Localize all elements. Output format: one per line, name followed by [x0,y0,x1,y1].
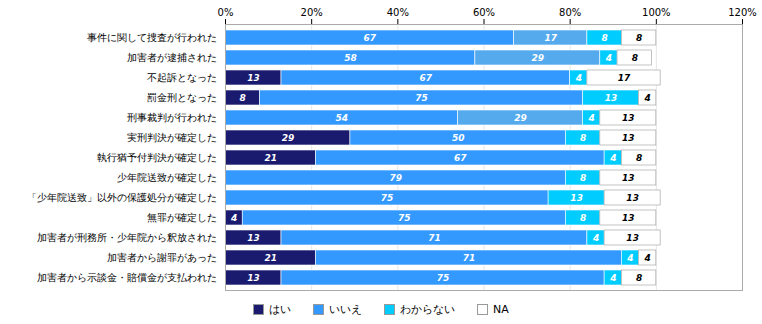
svg-text:13: 13 [247,233,260,243]
svg-text:少年院送致が確定した: 少年院送致が確定した [117,172,217,183]
svg-text:4: 4 [588,113,595,123]
html-text:NA: NA [493,302,509,316]
svg-text:75: 75 [381,193,394,203]
svg-text:加害者から謝罪があった: 加害者から謝罪があった [107,252,217,263]
svg-text:54: 54 [336,113,349,123]
svg-text:8: 8 [632,53,638,63]
svg-text:4: 4 [605,53,612,63]
svg-text:13: 13 [622,173,635,183]
svg-text:13: 13 [622,133,635,143]
svg-text:4: 4 [230,213,237,223]
svg-text:罰金刑となった: 罰金刑となった [147,92,217,103]
svg-text:4: 4 [609,273,616,283]
svg-text:58: 58 [344,53,357,63]
html-text:わからない: わからない [400,302,456,316]
svg-text:17: 17 [618,73,631,83]
svg-text:刑事裁判が行われた: 刑事裁判が行われた [127,112,217,123]
svg-text:21: 21 [264,253,277,263]
svg-text:21: 21 [264,153,277,163]
svg-text:4: 4 [575,73,582,83]
html-text:いいえ: いいえ [329,302,363,316]
svg-text:加害者から示談金・賠償金が支払われた: 加害者から示談金・賠償金が支払われた [37,272,217,283]
svg-text:執行猶予付判決が確定した: 執行猶予付判決が確定した [97,152,217,163]
svg-text:29: 29 [532,53,545,63]
svg-text:13: 13 [626,193,639,203]
svg-text:71: 71 [463,253,476,263]
svg-text:4: 4 [644,253,651,263]
svg-text:「少年院送致」以外の保護処分が確定した: 「少年院送致」以外の保護処分が確定した [27,192,217,203]
svg-text:8: 8 [580,173,586,183]
svg-text:100%: 100% [642,7,671,18]
svg-text:8: 8 [580,133,586,143]
svg-text:75: 75 [437,273,450,283]
svg-text:75: 75 [415,93,428,103]
svg-text:40%: 40% [387,7,409,18]
svg-text:29: 29 [514,113,527,123]
svg-text:13: 13 [622,113,635,123]
svg-text:加害者が刑務所・少年院から釈放された: 加害者が刑務所・少年院から釈放された [37,232,217,243]
svg-text:75: 75 [398,213,411,223]
svg-text:無罪が確定した: 無罪が確定した [147,212,217,223]
svg-text:4: 4 [644,93,651,103]
svg-text:8: 8 [636,153,642,163]
svg-text:13: 13 [247,273,260,283]
svg-text:67: 67 [454,153,467,163]
svg-text:8: 8 [240,93,246,103]
svg-text:13: 13 [570,193,583,203]
svg-text:8: 8 [636,273,642,283]
svg-text:71: 71 [428,233,441,243]
svg-text:加害者が逮捕された: 加害者が逮捕された [127,52,217,63]
html-text:はい: はい [269,302,292,316]
svg-text:80%: 80% [559,7,581,18]
svg-text:67: 67 [364,33,377,43]
svg-text:13: 13 [247,73,260,83]
svg-text:不起訴となった: 不起訴となった [147,72,217,83]
svg-text:50: 50 [452,133,465,143]
svg-text:13: 13 [605,93,618,103]
svg-text:60%: 60% [473,7,495,18]
svg-text:実刑判決が確定した: 実刑判決が確定した [127,132,217,143]
svg-text:13: 13 [622,213,635,223]
svg-text:67: 67 [420,73,433,83]
svg-text:29: 29 [282,133,295,143]
svg-text:4: 4 [626,253,633,263]
svg-text:8: 8 [602,33,608,43]
svg-text:8: 8 [636,33,642,43]
svg-text:事件に関して捜査が行われた: 事件に関して捜査が行われた [87,32,217,43]
svg-text:4: 4 [592,233,599,243]
svg-text:4: 4 [609,153,616,163]
svg-text:79: 79 [389,173,402,183]
svg-text:120%: 120% [728,7,757,18]
svg-text:0%: 0% [218,7,234,18]
svg-text:17: 17 [545,33,558,43]
svg-text:13: 13 [626,233,639,243]
svg-text:8: 8 [580,213,586,223]
svg-text:20%: 20% [301,7,323,18]
